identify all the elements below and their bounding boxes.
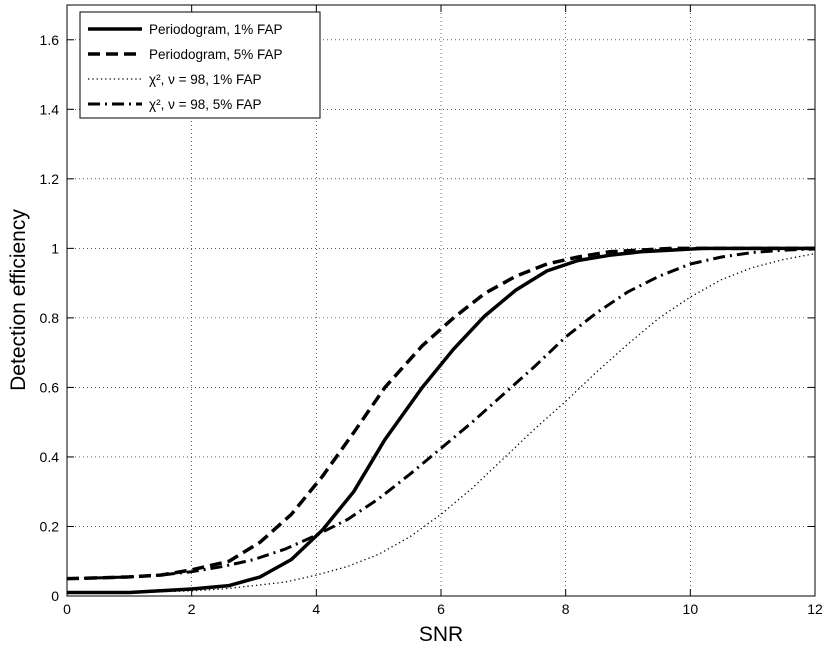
y-tick-label: 1.6 bbox=[40, 32, 60, 48]
ticks bbox=[66, 5, 816, 597]
x-tick-label: 6 bbox=[437, 601, 445, 617]
series-line-4 bbox=[66, 247, 816, 581]
legend: Periodogram, 1% FAP Periodogram, 5% FAP χ²… bbox=[79, 11, 321, 119]
x-tick-label: 8 bbox=[562, 601, 570, 617]
y-tick-label: 1 bbox=[51, 240, 59, 256]
y-tick-label: 0 bbox=[51, 588, 59, 604]
y-axis-label: Detection efficiency bbox=[7, 209, 30, 391]
y-tick-label: 0.8 bbox=[40, 310, 60, 326]
legend-label-2: Periodogram, 5% FAP bbox=[149, 47, 283, 62]
y-tick-label: 0.2 bbox=[40, 518, 60, 534]
series-layer bbox=[66, 246, 816, 595]
series-line-2 bbox=[66, 246, 815, 581]
legend-label-4: χ², ν = 98, 5% FAP bbox=[149, 97, 262, 112]
x-tick-label: 0 bbox=[63, 601, 71, 617]
y-tick-label: 0.6 bbox=[40, 379, 60, 395]
x-tick-label: 10 bbox=[683, 601, 699, 617]
x-tick-label: 4 bbox=[312, 601, 320, 617]
x-tick-label: 12 bbox=[807, 601, 823, 617]
x-tick-label: 2 bbox=[188, 601, 196, 617]
y-tick-label: 0.4 bbox=[40, 449, 60, 465]
tick-labels: 0 2 4 6 8 10 12 0 0.2 0.4 0.6 0.8 1 1.2 1.4 1.6 bbox=[40, 32, 823, 617]
legend-label-3: χ², ν = 98, 1% FAP bbox=[149, 72, 262, 87]
y-tick-label: 1.2 bbox=[40, 171, 60, 187]
x-axis-label: SNR bbox=[419, 623, 463, 646]
series-line-1 bbox=[67, 246, 815, 595]
y-tick-label: 1.4 bbox=[40, 101, 60, 117]
legend-label-1: Periodogram, 1% FAP bbox=[149, 22, 283, 37]
